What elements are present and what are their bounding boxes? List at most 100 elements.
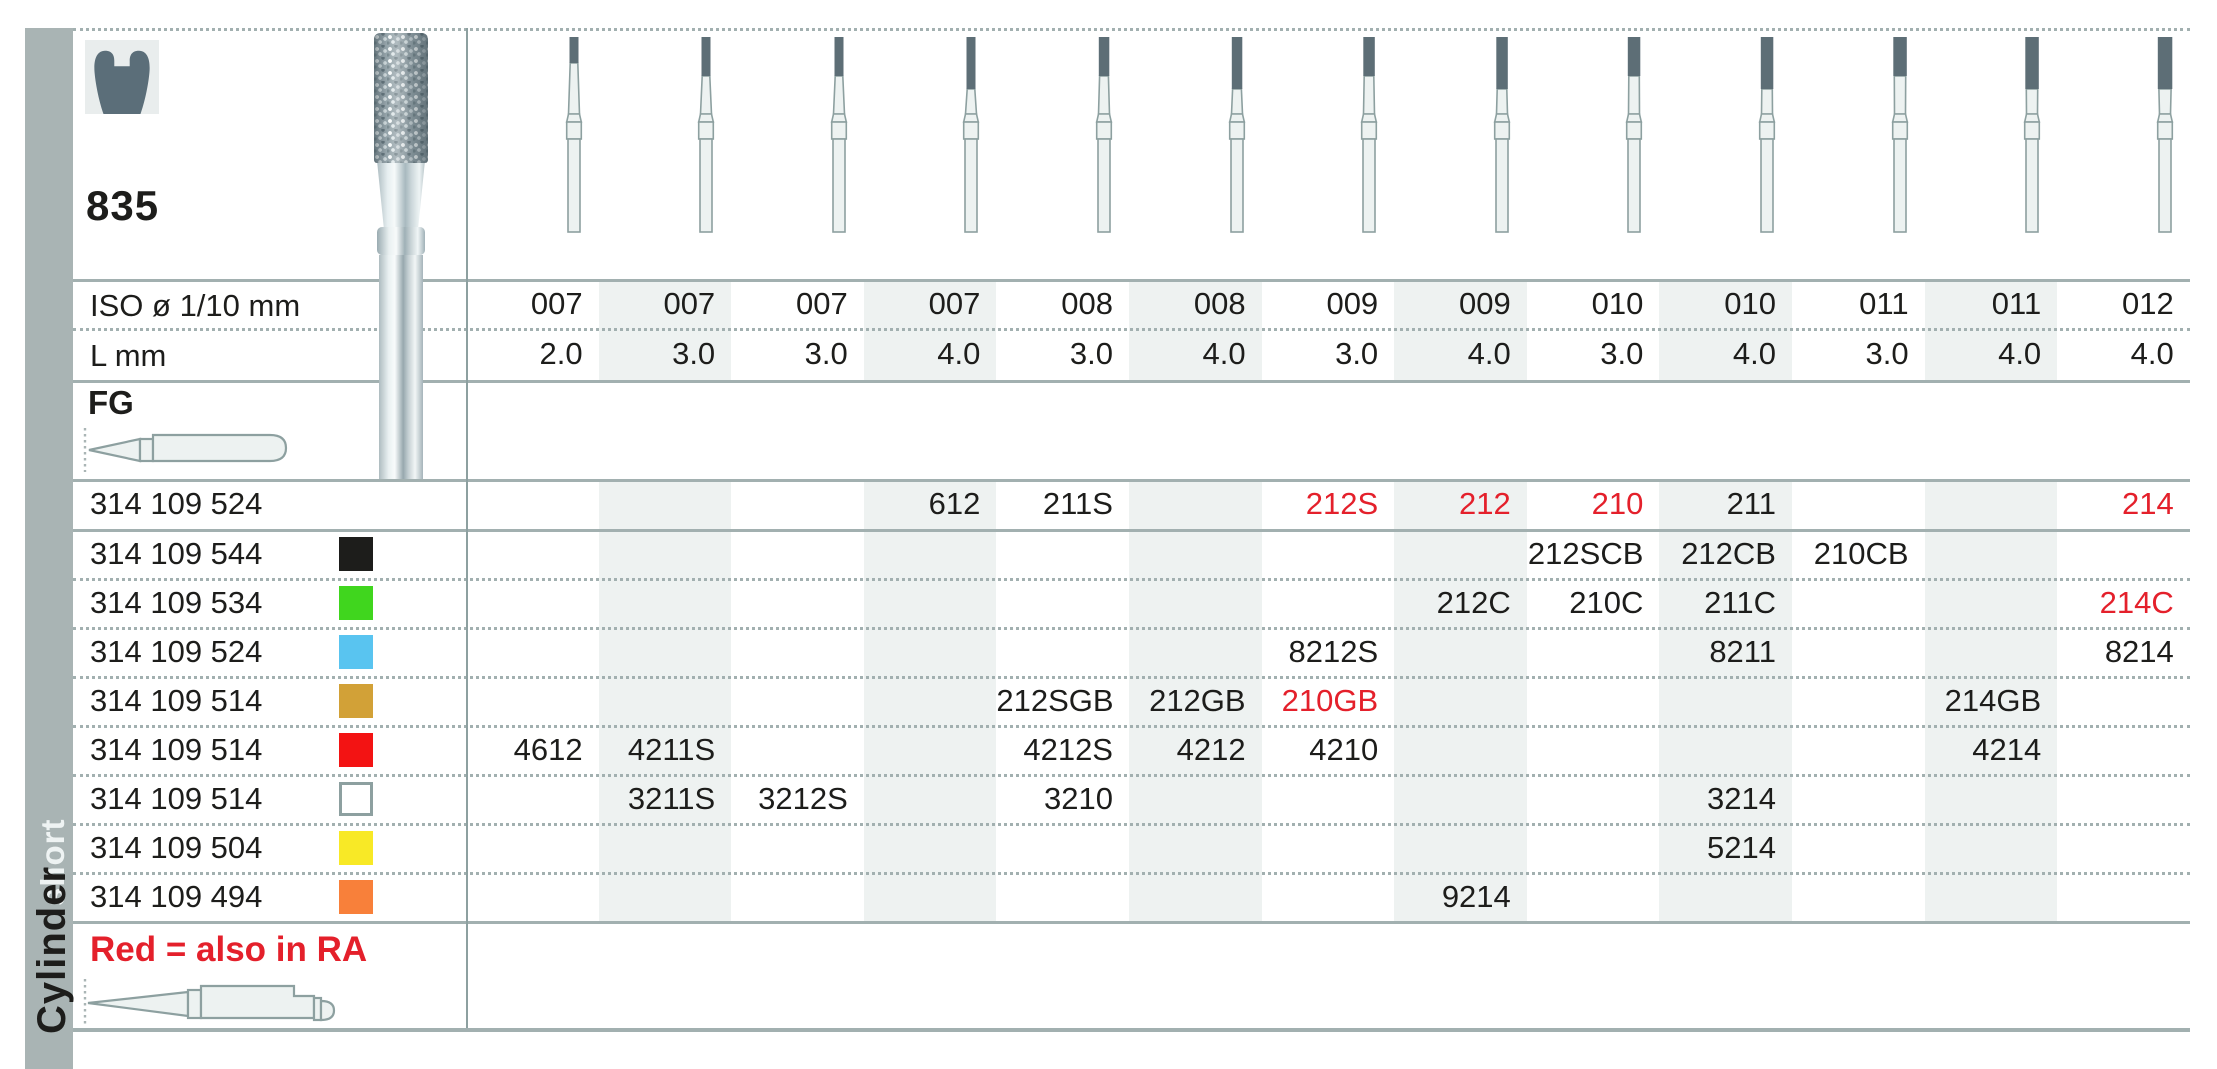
molar-icon-glyph bbox=[94, 50, 150, 114]
bur-size-diagram-icon bbox=[1619, 36, 1649, 238]
grit-ring-color-swatch bbox=[339, 732, 373, 767]
length-value-cell: 3.0 bbox=[1069, 336, 1113, 371]
figure-number-cell: 3212S bbox=[758, 781, 848, 816]
bur-size-diagram-icon bbox=[1487, 36, 1517, 238]
bur-photo-neck bbox=[377, 163, 425, 227]
bur-size-diagram-icon bbox=[691, 36, 721, 238]
ra-availability-note: Red = also in RA bbox=[90, 930, 368, 969]
figure-number-cell: 3214 bbox=[1707, 781, 1776, 816]
shank-type-label: FG bbox=[88, 384, 134, 421]
bur-size-diagram-icon bbox=[956, 36, 986, 238]
figure-number-cell: 214GB bbox=[1944, 683, 2042, 718]
figure-number-cell: 214C bbox=[2099, 585, 2174, 620]
grid-line bbox=[73, 774, 2190, 777]
bur-size-diagram-icon bbox=[1089, 36, 1119, 238]
figure-number-cell: 8214 bbox=[2104, 634, 2174, 669]
figure-number-cell: 8212S bbox=[1288, 634, 1379, 669]
grid-line bbox=[73, 328, 2190, 331]
iso-value-cell: 009 bbox=[1459, 286, 1511, 321]
bur-size-diagram-icon bbox=[2017, 36, 2047, 238]
iso-value-cell: 010 bbox=[1724, 286, 1776, 321]
table-bottom-border bbox=[73, 1028, 2190, 1032]
iso-value-cell: 008 bbox=[1061, 286, 1113, 321]
iso-value-cell: 007 bbox=[796, 286, 848, 321]
bur-size-diagram-icon bbox=[559, 36, 589, 238]
order-number-label: 314 109 514 bbox=[90, 683, 263, 718]
figure-number-cell: 4212S bbox=[1023, 732, 1113, 767]
grid-line bbox=[73, 823, 2190, 826]
figure-number-cell: 4612 bbox=[513, 732, 583, 767]
figure-number-cell: 212GB bbox=[1149, 683, 1246, 718]
figure-number-cell: 4214 bbox=[1972, 732, 2042, 767]
grit-ring-color-swatch bbox=[339, 683, 373, 718]
iso-value-cell: 008 bbox=[1193, 286, 1246, 321]
figure-number-cell: 612 bbox=[928, 486, 981, 521]
figure-number-cell: 211S bbox=[1042, 486, 1113, 521]
grid-line bbox=[73, 279, 2190, 282]
order-number-label: 314 109 534 bbox=[90, 585, 263, 620]
figure-number-cell: 212SGB bbox=[996, 683, 1114, 718]
ra-shank-icon bbox=[83, 979, 336, 1027]
iso-row-label: ISO ø 1/10 mm bbox=[90, 288, 301, 323]
iso-value-cell: 010 bbox=[1591, 286, 1644, 321]
length-value-cell: 4.0 bbox=[1998, 336, 2042, 371]
length-value-cell: 3.0 bbox=[1865, 336, 1909, 371]
length-value-cell: 4.0 bbox=[937, 336, 981, 371]
figure-number-cell: 211 bbox=[1726, 486, 1776, 521]
grid-line bbox=[73, 479, 2190, 482]
grit-ring-color-swatch bbox=[339, 634, 373, 669]
category-sidebar bbox=[25, 28, 73, 1069]
figure-number-cell: 212C bbox=[1436, 585, 1511, 620]
iso-value-cell: 007 bbox=[663, 286, 716, 321]
order-number-label: 314 109 494 bbox=[90, 879, 263, 914]
grit-ring-color-swatch bbox=[339, 585, 373, 620]
fg-shank-icon bbox=[83, 428, 288, 472]
length-value-cell: 4.0 bbox=[2130, 336, 2174, 371]
figure-number-cell: 214 bbox=[2122, 486, 2174, 521]
bur-photo-collar bbox=[377, 227, 425, 255]
figure-number-cell: 5214 bbox=[1707, 830, 1776, 865]
length-value-cell: 4.0 bbox=[1202, 336, 1246, 371]
grid-line bbox=[73, 676, 2190, 679]
bur-size-diagram-icon bbox=[1222, 36, 1252, 238]
figure-number-cell: 4211S bbox=[627, 732, 716, 767]
column-band bbox=[598, 479, 732, 921]
order-number-label: 314 109 514 bbox=[90, 732, 263, 767]
length-value-cell: 3.0 bbox=[672, 336, 716, 371]
length-value-cell: 2.0 bbox=[539, 336, 583, 371]
order-number-label: 314 109 524 bbox=[90, 486, 263, 521]
column-band bbox=[863, 479, 997, 921]
figure-number-cell: 212 bbox=[1459, 486, 1511, 521]
figure-number-cell: 212SCB bbox=[1527, 536, 1644, 571]
label-column-divider bbox=[466, 28, 468, 1028]
column-band bbox=[1129, 479, 1262, 921]
bur-size-diagram-icon bbox=[824, 36, 854, 238]
figure-number-cell: 210 bbox=[1591, 486, 1644, 521]
figure-number-cell: 4212 bbox=[1176, 732, 1246, 767]
column-band bbox=[1924, 479, 2058, 921]
figure-number-cell: 9214 bbox=[1441, 879, 1511, 914]
figure-number-cell: 8211 bbox=[1709, 634, 1776, 669]
grid-line bbox=[73, 921, 2190, 924]
length-value-cell: 3.0 bbox=[1335, 336, 1379, 371]
column-band bbox=[1659, 479, 1792, 921]
figure-number-cell: 3210 bbox=[1044, 781, 1113, 816]
bur-photo bbox=[374, 33, 428, 479]
bur-size-diagram-icon bbox=[2150, 36, 2180, 238]
order-number-label: 314 109 544 bbox=[90, 536, 263, 571]
molar-icon bbox=[85, 40, 159, 114]
bur-size-diagram-icon bbox=[1752, 36, 1782, 238]
bur-size-diagram-icon bbox=[1885, 36, 1915, 238]
iso-value-cell: 012 bbox=[2122, 286, 2174, 321]
grid-line bbox=[73, 627, 2190, 630]
figure-number-cell: 212S bbox=[1305, 486, 1379, 521]
bur-photo-shank bbox=[379, 255, 423, 479]
iso-value-cell: 011 bbox=[1991, 286, 2042, 321]
grit-ring-color-swatch bbox=[339, 781, 373, 816]
grid-line bbox=[73, 725, 2190, 728]
column-band bbox=[1394, 479, 1527, 921]
sidebar-category-label: Cylinder bbox=[30, 865, 74, 1034]
figure-number-cell: 212CB bbox=[1681, 536, 1776, 571]
figure-number-cell: 210CB bbox=[1813, 536, 1909, 571]
